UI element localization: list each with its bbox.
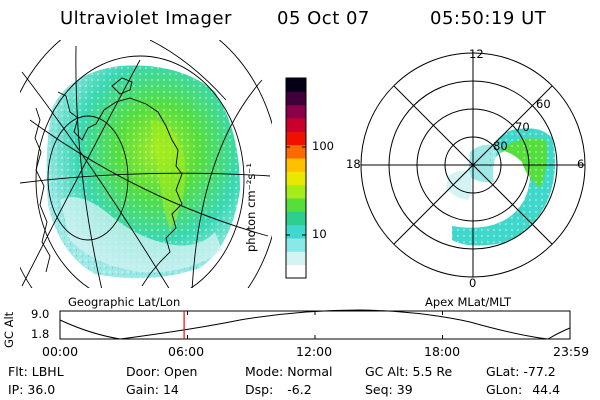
timeline-ticks [59, 311, 571, 339]
geographic-grid [20, 40, 272, 288]
instrument-title: Ultraviolet Imager [60, 8, 232, 29]
apex-map-label: Apex MLat/MLT [425, 295, 512, 309]
info-gc-alt: GC Alt: 5.5 Re [365, 364, 453, 379]
colorbar-segment [286, 264, 306, 279]
colorbar-frame [285, 77, 307, 279]
colorbar-segment [286, 171, 306, 186]
timeline-axis-label: GC Alt [2, 311, 16, 348]
altitude-timeline [59, 309, 571, 340]
colorbar-segment [286, 251, 306, 266]
colorbar-unit-label: photon cm⁻²s⁻¹ [244, 163, 258, 252]
colorbar-segment [286, 131, 306, 146]
lat-label-70: 70 [515, 120, 530, 134]
colorbar [285, 77, 307, 279]
time-label: 18:00 [424, 344, 461, 359]
colorbar-segment [286, 224, 306, 239]
info-glat: GLat: -77.2 [486, 364, 556, 379]
polar-grid [360, 52, 586, 278]
info-seq: Seq: 39 [365, 382, 413, 397]
altitude-min-label: 1.8 [31, 327, 50, 341]
polar-aurora-image [446, 128, 556, 246]
observation-time: 05:50:19 UT [430, 8, 547, 29]
time-label: 23:59 [553, 344, 590, 359]
altitude-max-label: 9.0 [31, 307, 50, 321]
colorbar-segment [286, 158, 306, 172]
info-mode: Mode: Normal [245, 364, 333, 379]
mlt-label-6: 6 [577, 157, 585, 171]
info-gain: Gain: 14 [126, 382, 179, 397]
info-glon: GLon: 44.4 [486, 382, 561, 397]
colorbar-segment [286, 91, 306, 106]
colorbar-segment [286, 238, 306, 252]
altitude-curve [59, 309, 571, 340]
observation-date: 05 Oct 07 [277, 8, 370, 29]
geographic-aurora-image [46, 65, 240, 279]
colorbar-segment [286, 198, 306, 212]
mlt-label-12: 12 [469, 47, 484, 61]
time-label: 12:00 [296, 344, 333, 359]
colorbar-segment [286, 104, 306, 119]
mlt-label-0: 0 [469, 276, 477, 290]
lat-label-80: 80 [493, 139, 508, 153]
colorbar-segment [286, 184, 306, 199]
lat-label-60: 60 [536, 97, 551, 111]
time-label: 06:00 [168, 344, 205, 359]
colorbar-segment [286, 144, 306, 159]
geographic-map-label: Geographic Lat/Lon [68, 295, 181, 309]
colorbar-segment [286, 78, 306, 92]
colorbar-tick-label: 10 [312, 227, 327, 241]
mlt-label-18: 18 [346, 157, 361, 171]
info-door: Door: Open [126, 364, 198, 379]
info-filter: Flt: LBHL [8, 364, 64, 379]
info-dsp: Dsp: -6.2 [245, 382, 312, 397]
coastline [34, 77, 183, 287]
colorbar-tick-label: 100 [312, 139, 334, 153]
colorbar-segment [286, 211, 306, 226]
time-label: 00:00 [42, 344, 79, 359]
info-ip: IP: 36.0 [8, 382, 56, 397]
colorbar-segment [286, 118, 306, 132]
